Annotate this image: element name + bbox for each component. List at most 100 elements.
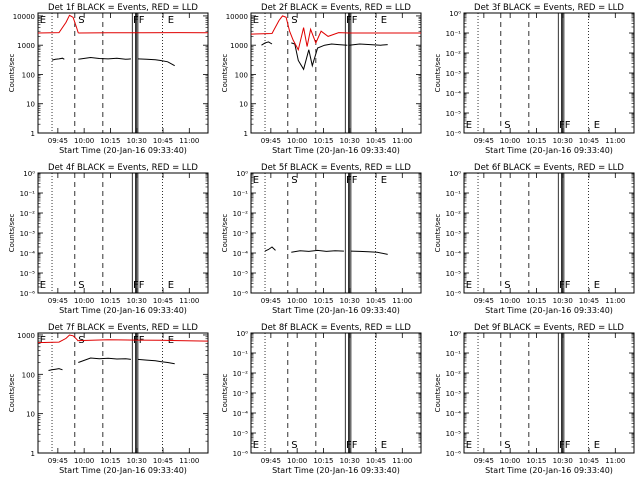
y-tick-label: 10⁻³ <box>446 230 462 238</box>
marker-label-e-left: E <box>466 280 472 291</box>
plot-frame <box>464 333 634 453</box>
plot-frame <box>38 13 208 133</box>
x-tick-label: 10:15 <box>526 137 546 145</box>
x-tick-label: 10:00 <box>500 137 520 145</box>
x-tick-label: 10:30 <box>340 297 360 305</box>
y-tick-label: 10⁻¹ <box>233 350 249 358</box>
y-axis-label: Counts/sec <box>221 54 229 93</box>
y-axis-label: Counts/sec <box>8 374 16 413</box>
x-tick-label: 10:15 <box>526 297 546 305</box>
y-tick-label: 10⁻² <box>446 370 462 378</box>
x-tick-label: 10:15 <box>100 457 120 465</box>
y-tick-label: 10⁻³ <box>233 230 249 238</box>
y-tick-label: 10⁻³ <box>233 390 249 398</box>
x-tick-label: 10:30 <box>553 297 573 305</box>
y-tick-label: 10⁻¹ <box>233 190 249 198</box>
x-tick-label: 09:45 <box>48 137 68 145</box>
marker-label-ff: FF <box>559 440 571 451</box>
plot-frame <box>38 173 208 293</box>
x-tick-label: 09:45 <box>474 297 494 305</box>
panel-title-3: Det 3f BLACK = Events, RED = LLD <box>474 3 624 13</box>
y-tick-label: 10⁻¹ <box>20 190 36 198</box>
panel-title-7: Det 7f BLACK = Events, RED = LLD <box>48 323 198 333</box>
y-tick-label: 10⁰ <box>449 170 461 178</box>
events-series-line <box>138 59 175 66</box>
y-axis-label: Counts/sec <box>434 54 442 93</box>
panel-title-5: Det 5f BLACK = Events, RED = LLD <box>261 163 411 173</box>
marker-label-e-right: E <box>168 280 174 291</box>
x-axis-label: Start Time (20-Jan-16 09:33:40) <box>59 146 187 155</box>
events-series-line <box>52 58 64 60</box>
x-tick-label: 10:00 <box>74 137 94 145</box>
y-tick-label: 1 <box>31 450 35 458</box>
x-tick-label: 10:15 <box>100 137 120 145</box>
y-tick-label: 10⁻³ <box>20 230 36 238</box>
events-series-line <box>49 369 63 371</box>
x-tick-label: 10:45 <box>366 457 386 465</box>
marker-label-e-left: E <box>466 120 472 131</box>
y-tick-label: 1 <box>31 130 35 138</box>
events-series-line <box>291 43 347 69</box>
y-tick-label: 10⁻¹ <box>446 190 462 198</box>
x-tick-label: 09:45 <box>261 297 281 305</box>
plot-frame <box>464 13 634 133</box>
events-series-line <box>78 58 131 60</box>
x-tick-label: 11:00 <box>605 457 625 465</box>
y-tick-label: 10⁰ <box>449 10 461 18</box>
marker-label-ff: FF <box>133 280 145 291</box>
y-tick-label: 10⁻⁶ <box>20 290 36 298</box>
x-tick-label: 09:45 <box>474 137 494 145</box>
panel-title-6: Det 6f BLACK = Events, RED = LLD <box>474 163 624 173</box>
x-tick-label: 09:45 <box>48 457 68 465</box>
marker-label-e-left: E <box>253 15 259 26</box>
marker-label-s: S <box>504 280 510 291</box>
plot-frame <box>251 173 421 293</box>
marker-label-ff: FF <box>133 15 145 26</box>
y-axis-label: Counts/sec <box>221 374 229 413</box>
y-tick-label: 10⁰ <box>236 330 248 338</box>
y-tick-label: 10⁻⁴ <box>20 250 36 258</box>
marker-label-ff: FF <box>346 440 358 451</box>
y-tick-label: 10⁻³ <box>446 70 462 78</box>
marker-label-s: S <box>504 440 510 451</box>
y-tick-label: 10 <box>26 411 35 419</box>
x-tick-label: 11:00 <box>605 297 625 305</box>
x-tick-label: 09:45 <box>474 457 494 465</box>
y-axis-label: Counts/sec <box>221 214 229 253</box>
y-tick-label: 10 <box>26 101 35 109</box>
y-tick-label: 10⁰ <box>236 170 248 178</box>
events-series-line <box>265 247 276 251</box>
y-tick-label: 10⁻⁴ <box>446 410 462 418</box>
x-tick-label: 09:45 <box>48 297 68 305</box>
y-tick-label: 10⁻⁶ <box>446 290 462 298</box>
y-tick-label: 10000 <box>13 13 35 21</box>
y-tick-label: 10⁻² <box>233 370 249 378</box>
y-tick-label: 100 <box>22 371 35 379</box>
y-tick-label: 10⁻⁶ <box>233 290 249 298</box>
y-tick-label: 100 <box>22 71 35 79</box>
plot-frame <box>251 13 421 133</box>
marker-label-ff: FF <box>346 175 358 186</box>
x-axis-label: Start Time (20-Jan-16 09:33:40) <box>272 146 400 155</box>
x-tick-label: 11:00 <box>392 457 412 465</box>
marker-label-ff: FF <box>559 120 571 131</box>
x-axis-label: Start Time (20-Jan-16 09:33:40) <box>485 466 613 475</box>
marker-label-e-left: E <box>253 175 259 186</box>
plot-frame <box>464 173 634 293</box>
marker-label-e-left: E <box>253 440 259 451</box>
x-axis-label: Start Time (20-Jan-16 09:33:40) <box>485 146 613 155</box>
panel-title-9: Det 9f BLACK = Events, RED = LLD <box>474 323 624 333</box>
x-tick-label: 10:45 <box>366 297 386 305</box>
x-tick-label: 10:00 <box>500 457 520 465</box>
x-tick-label: 10:45 <box>579 137 599 145</box>
x-tick-label: 10:45 <box>579 297 599 305</box>
marker-label-e-right: E <box>594 280 600 291</box>
x-axis-label: Start Time (20-Jan-16 09:33:40) <box>59 466 187 475</box>
x-tick-label: 10:30 <box>553 137 573 145</box>
x-tick-label: 10:30 <box>127 297 147 305</box>
